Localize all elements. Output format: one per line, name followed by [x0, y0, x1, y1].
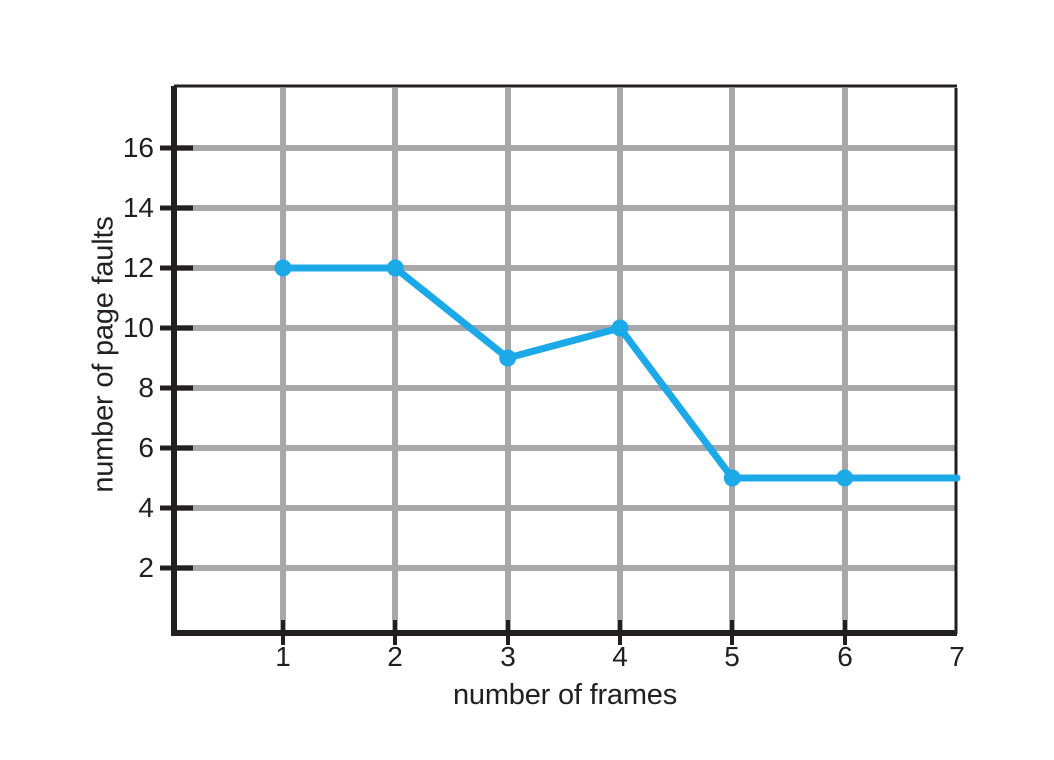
x-tick-label-3: 3 — [500, 641, 516, 672]
y-tick-label-12: 12 — [122, 252, 154, 283]
x-tick-label-6: 6 — [837, 641, 853, 672]
x-axis-tick-labels: 1 2 3 4 5 6 7 — [0, 643, 1054, 693]
x-tick-label-7: 7 — [949, 641, 965, 672]
y-tick-label-10: 10 — [122, 312, 154, 343]
data-point-3 — [499, 349, 517, 367]
horizontal-gridlines — [172, 145, 957, 571]
y-tick-label-14: 14 — [122, 192, 154, 223]
x-tick-label-4: 4 — [612, 641, 628, 672]
data-point-6 — [836, 469, 854, 487]
plot-frame — [171, 84, 958, 636]
y-tick-label-6: 6 — [138, 432, 154, 463]
y-tick-marks — [160, 145, 193, 571]
y-tick-label-4: 4 — [138, 492, 154, 523]
data-point-1 — [274, 259, 292, 277]
y-axis-tick-labels: 16 14 12 10 8 6 4 2 — [92, 0, 154, 760]
vertical-gridlines — [280, 88, 848, 633]
data-point-4 — [611, 319, 629, 337]
x-tick-label-1: 1 — [275, 641, 291, 672]
y-tick-label-8: 8 — [138, 372, 154, 403]
x-tick-label-2: 2 — [387, 641, 403, 672]
y-tick-label-2: 2 — [138, 552, 154, 583]
data-point-2 — [386, 259, 404, 277]
y-tick-label-16: 16 — [122, 132, 154, 163]
x-axis-title: number of frames — [452, 679, 678, 711]
y-axis-title: number of page faults — [87, 216, 120, 493]
x-tick-label-5: 5 — [724, 641, 740, 672]
data-point-5 — [723, 469, 741, 487]
series-markers — [274, 259, 854, 487]
x-tick-marks — [281, 620, 847, 645]
